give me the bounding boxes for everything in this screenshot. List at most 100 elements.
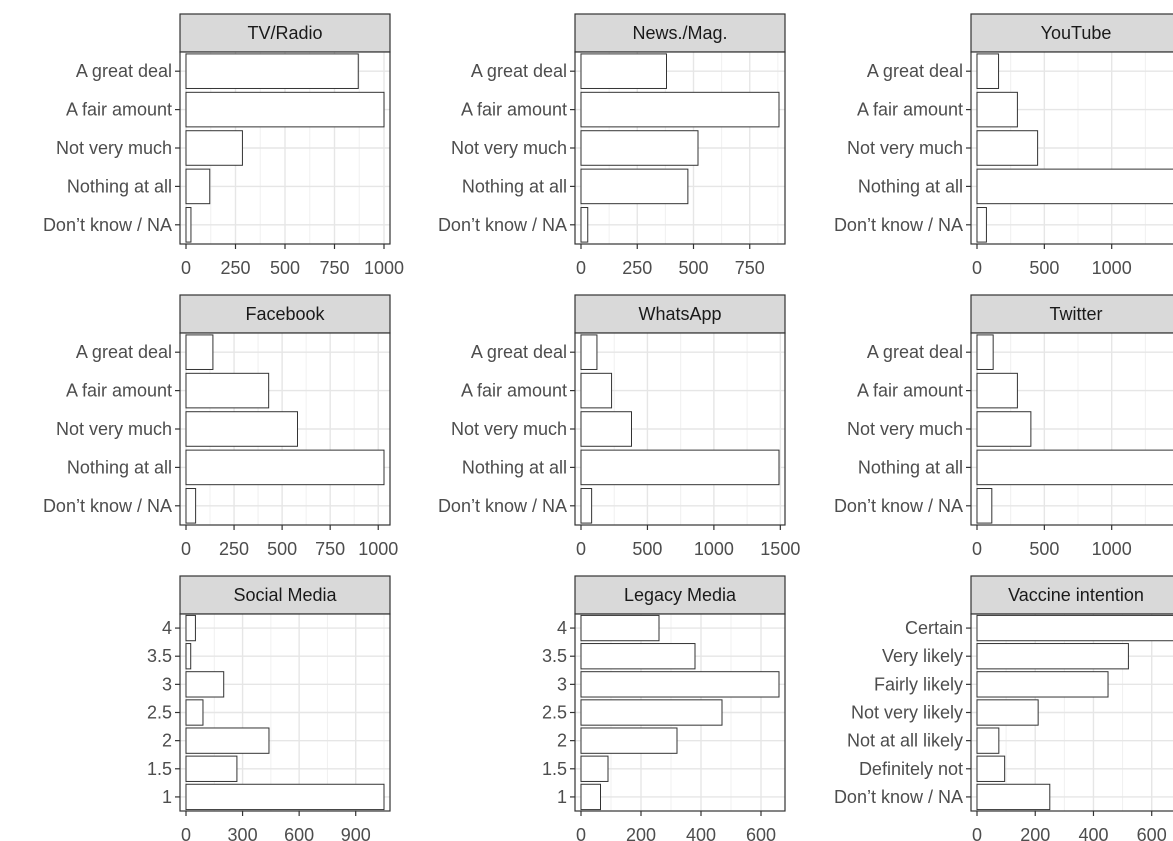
y-tick-label: Don’t know / NA bbox=[438, 496, 567, 516]
y-tick-label: Nothing at all bbox=[462, 176, 567, 196]
bar-a-great-deal bbox=[580, 53, 667, 89]
x-tick-label: 200 bbox=[626, 825, 656, 841]
y-tick-label: Not very much bbox=[56, 138, 172, 158]
bar-don-t-know-na bbox=[580, 488, 593, 524]
x-tick-label: 600 bbox=[284, 825, 314, 841]
bar-3-5 bbox=[580, 643, 696, 670]
bar-don-t-know-na bbox=[185, 488, 197, 524]
y-tick-label: Don’t know / NA bbox=[834, 496, 963, 516]
bar-don-t-know-na bbox=[976, 207, 987, 243]
x-tick-label: 750 bbox=[315, 539, 345, 559]
x-tick-label: 0 bbox=[972, 258, 982, 278]
x-tick-label: 750 bbox=[735, 258, 765, 278]
y-tick-label: A fair amount bbox=[857, 100, 963, 120]
y-tick-label: A great deal bbox=[76, 342, 172, 362]
bar-not-very-much bbox=[580, 411, 632, 447]
y-tick-label: A great deal bbox=[76, 61, 172, 81]
bar-a-fair-amount bbox=[976, 372, 1018, 409]
y-tick-label: Very likely bbox=[882, 646, 963, 666]
facet-strip bbox=[179, 294, 391, 334]
y-tick-label: Definitely not bbox=[859, 759, 963, 779]
bar-nothing-at-all bbox=[976, 168, 1173, 205]
facet-strip bbox=[574, 294, 786, 334]
x-tick-label: 250 bbox=[219, 539, 249, 559]
y-tick-label: 2 bbox=[557, 731, 567, 751]
x-tick-label: 500 bbox=[1029, 258, 1059, 278]
x-tick-label: 200 bbox=[1020, 825, 1050, 841]
y-tick-label: A fair amount bbox=[461, 100, 567, 120]
x-tick-label: 300 bbox=[228, 825, 258, 841]
x-tick-label: 750 bbox=[319, 258, 349, 278]
bar-1 bbox=[185, 783, 385, 811]
y-tick-label: Don’t know / NA bbox=[834, 215, 963, 235]
x-tick-label: 1000 bbox=[1092, 258, 1132, 278]
y-tick-label: 2 bbox=[162, 731, 172, 751]
bar-2-5 bbox=[580, 699, 723, 726]
y-tick-label: Don’t know / NA bbox=[438, 215, 567, 235]
x-tick-label: 0 bbox=[576, 539, 586, 559]
x-tick-label: 0 bbox=[181, 825, 191, 841]
bar-1-5 bbox=[580, 755, 609, 782]
facet-strip bbox=[179, 575, 391, 615]
grid bbox=[180, 614, 390, 811]
grid bbox=[971, 52, 1173, 244]
bar-don-t-know-na bbox=[976, 488, 993, 524]
bar-don-t-know-na bbox=[976, 783, 1051, 811]
facet-title: Facebook bbox=[245, 304, 325, 324]
panel-twitter: Twitter A great deal A fair amount Not very… bbox=[834, 294, 1173, 559]
x-tick-label: 400 bbox=[1078, 825, 1108, 841]
panel-news-mag: News./Mag. A great deal A fair amount Not v… bbox=[438, 13, 786, 278]
panel-facebook: Facebook A great deal A fair amount Not ver… bbox=[43, 294, 398, 559]
bar-4 bbox=[185, 614, 196, 642]
y-tick-label: 3 bbox=[162, 674, 172, 694]
x-tick-label: 0 bbox=[181, 258, 191, 278]
bar-not-very-much bbox=[185, 411, 298, 447]
panel-legacy-media: Legacy Media 4 3.5 3 2.5 2 1.5 1 0 200 400 600 bbox=[542, 575, 786, 841]
bar-3 bbox=[580, 671, 780, 698]
y-tick-label: Nothing at all bbox=[67, 457, 172, 477]
bar-a-great-deal bbox=[976, 53, 1000, 89]
x-tick-label: 0 bbox=[576, 825, 586, 841]
y-tick-label: 1 bbox=[162, 787, 172, 807]
x-tick-label: 600 bbox=[746, 825, 776, 841]
y-tick-label: A great deal bbox=[471, 342, 567, 362]
y-tick-label: Don’t know / NA bbox=[834, 787, 963, 807]
facet-strip bbox=[970, 13, 1173, 53]
y-tick-label: Not very much bbox=[451, 138, 567, 158]
y-tick-label: A great deal bbox=[471, 61, 567, 81]
facet-title: Legacy Media bbox=[624, 585, 737, 605]
bar-3-5 bbox=[185, 643, 192, 670]
x-tick-label: 1500 bbox=[760, 539, 800, 559]
facet-title: Twitter bbox=[1049, 304, 1102, 324]
bar-not-at-all-likely bbox=[976, 727, 1000, 754]
x-tick-label: 500 bbox=[632, 539, 662, 559]
bar-2-5 bbox=[185, 699, 204, 726]
y-tick-label: 2.5 bbox=[542, 703, 567, 723]
bar-not-very-likely bbox=[976, 699, 1039, 726]
y-tick-label: A fair amount bbox=[66, 100, 172, 120]
y-tick-label: Not very much bbox=[847, 138, 963, 158]
facet-title: TV/Radio bbox=[247, 23, 322, 43]
panel-youtube: YouTube A great deal A fair amount Not very… bbox=[834, 13, 1173, 278]
bar-not-very-much bbox=[185, 130, 243, 166]
panel-whatsapp: WhatsApp A great deal A fair amount Not ver… bbox=[438, 294, 800, 559]
panel-social-media: Social Media 4 3.5 3 2.5 2 1.5 1 0 300 600 900 bbox=[147, 575, 391, 841]
bar-a-great-deal bbox=[185, 334, 214, 370]
bar-a-fair-amount bbox=[185, 372, 270, 409]
bar-4 bbox=[580, 614, 660, 642]
bar-a-great-deal bbox=[976, 334, 994, 370]
y-tick-label: 1.5 bbox=[147, 759, 172, 779]
bar-a-great-deal bbox=[185, 53, 359, 89]
y-tick-label: Not very much bbox=[56, 419, 172, 439]
bar-not-very-much bbox=[976, 411, 1032, 447]
y-tick-label: A great deal bbox=[867, 342, 963, 362]
x-tick-label: 500 bbox=[1029, 539, 1059, 559]
facet-strip bbox=[574, 13, 786, 53]
bar-a-fair-amount bbox=[976, 91, 1018, 128]
bar-very-likely bbox=[976, 643, 1129, 670]
y-tick-label: 2.5 bbox=[147, 703, 172, 723]
bar-not-very-much bbox=[976, 130, 1039, 166]
y-tick-label: A fair amount bbox=[66, 381, 172, 401]
y-tick-label: 3.5 bbox=[542, 646, 567, 666]
